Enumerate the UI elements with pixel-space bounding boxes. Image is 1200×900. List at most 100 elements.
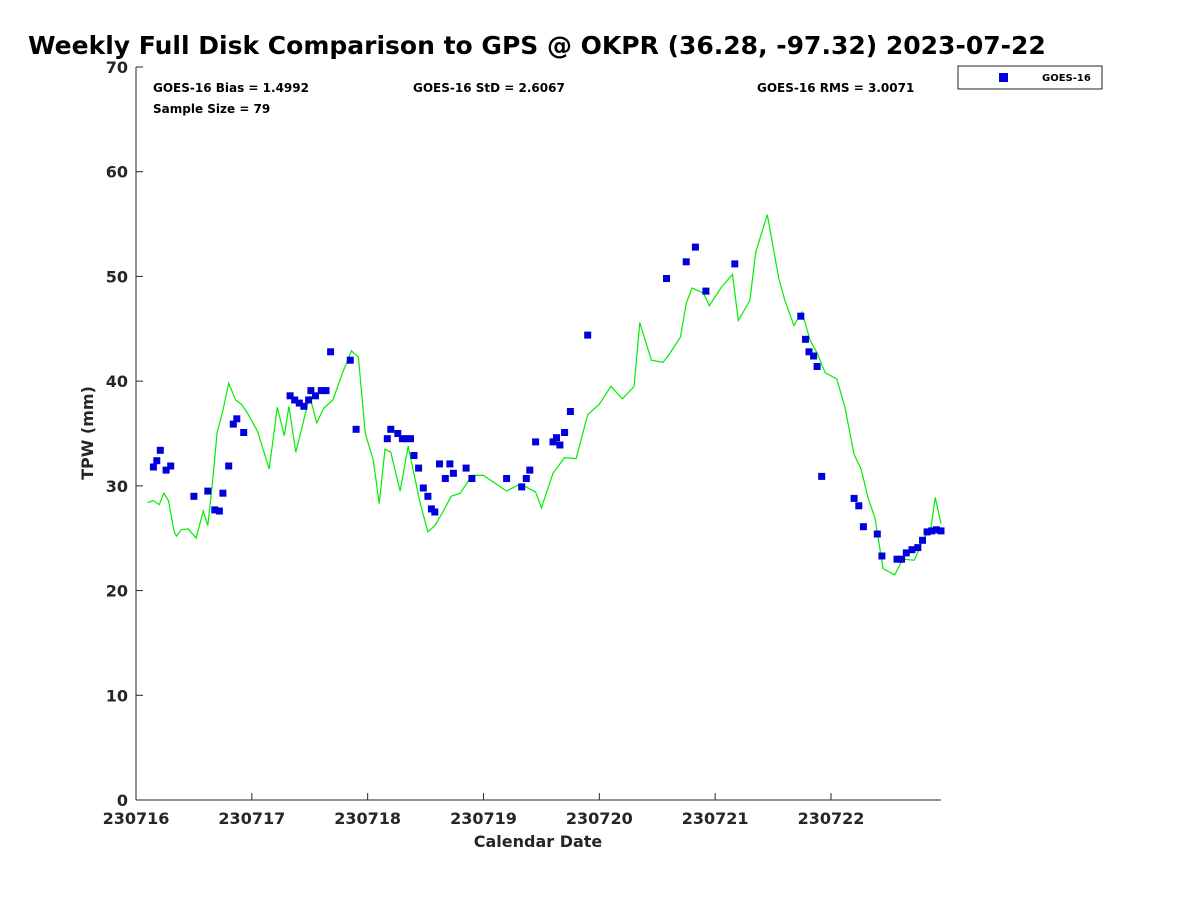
goes16-point [873, 530, 881, 538]
goes16-point [532, 438, 540, 446]
legend: GOES-16 [957, 65, 1103, 90]
chart-title: Weekly Full Disk Comparison to GPS @ OKP… [28, 31, 1046, 60]
y-tick-label: 50 [106, 267, 128, 286]
goes16-point [902, 549, 910, 557]
gps-series [147, 214, 942, 576]
y-tick-label: 70 [106, 58, 128, 77]
goes16-point [394, 430, 402, 437]
goes16-point [731, 260, 739, 268]
goes16-point [522, 475, 530, 482]
goes16-point [204, 487, 212, 495]
goes16-point [805, 348, 813, 356]
goes16-point [584, 331, 592, 339]
goes16-point [190, 492, 198, 500]
goes16-point [810, 352, 818, 360]
sample-size-stat: Sample Size = 79 [153, 102, 270, 116]
goes16-point [682, 258, 690, 266]
goes16-point [468, 475, 476, 482]
goes16-point [153, 457, 161, 465]
goes16-point [211, 506, 219, 514]
goes16-point [410, 452, 418, 459]
bias-stat: GOES-16 Bias = 1.4992 [153, 81, 309, 95]
goes16-point [561, 429, 569, 436]
goes16-point [919, 536, 926, 544]
goes16-point [352, 425, 360, 433]
goes16-point [441, 475, 449, 482]
legend-box [957, 65, 1103, 90]
x-axis-label: Calendar Date [474, 832, 603, 851]
goes16-point [233, 415, 241, 423]
goes16-point [462, 464, 470, 472]
goes16-point [556, 441, 564, 449]
goes16-point [225, 462, 233, 470]
goes16-point [317, 387, 325, 395]
goes16-point [383, 435, 391, 443]
rms-stat: GOES-16 RMS = 3.0071 [757, 81, 914, 95]
goes16-point [286, 392, 294, 400]
goes16-point [908, 546, 916, 554]
goes16-point [937, 527, 945, 535]
goes16-point [566, 408, 574, 415]
goes16-point [295, 399, 303, 407]
y-tick-label: 30 [106, 477, 128, 496]
x-tick-label: 230716 [103, 809, 170, 828]
goes16-point [387, 425, 395, 433]
goes16-point [156, 446, 164, 454]
x-tick-label: 230720 [566, 809, 633, 828]
goes16-point [893, 555, 901, 563]
goes16-point [415, 464, 423, 472]
goes16-point [215, 507, 223, 515]
goes16-point [240, 429, 248, 436]
goes16-point [305, 396, 313, 404]
x-tick-label: 230721 [682, 809, 749, 828]
y-axis-ticks: 0 10 20 30 40 50 60 70 [106, 58, 143, 810]
goes16-point [300, 402, 308, 410]
y-tick-label: 40 [106, 372, 128, 391]
goes16-point [518, 483, 526, 491]
x-axis-ticks: 230716 230717 230718 230719 230720 230721 2307… [103, 793, 865, 828]
goes16-point [419, 484, 427, 492]
goes16-point [219, 489, 227, 497]
goes16-point [322, 387, 330, 395]
goes16-point [855, 502, 863, 510]
x-tick-label: 230719 [450, 809, 517, 828]
std-stat: GOES-16 StD = 2.6067 [413, 81, 565, 95]
legend-label-goes16: GOES-16 [1042, 73, 1091, 84]
goes16-point [797, 312, 805, 320]
goes16-point [229, 420, 237, 428]
goes16-point [663, 275, 670, 282]
y-tick-label: 20 [106, 582, 128, 601]
goes16-point [162, 466, 170, 474]
goes16-point [932, 526, 940, 534]
goes16-point [526, 466, 534, 474]
goes16-point [167, 462, 175, 470]
goes16-point [878, 552, 886, 560]
y-tick-label: 0 [117, 791, 128, 810]
goes16-point [291, 396, 299, 404]
legend-marker-goes16 [999, 73, 1008, 82]
goes16-point [327, 348, 335, 356]
goes16-point [449, 469, 457, 477]
x-tick-label: 230722 [798, 809, 865, 828]
goes16-point [553, 434, 560, 442]
y-axis-label: TPW (mm) [78, 386, 97, 480]
goes16-point [424, 492, 432, 500]
goes16-point [923, 528, 931, 536]
goes16-point [312, 392, 319, 400]
goes16-point [818, 472, 826, 480]
goes16-point [928, 527, 936, 535]
goes16-point [850, 494, 858, 502]
goes16-point [549, 438, 557, 446]
goes16-point [859, 523, 867, 531]
goes16-point [149, 463, 157, 471]
goes16-point [813, 363, 821, 370]
goes16-point [431, 508, 439, 516]
goes16-point [691, 243, 699, 251]
goes16-point [402, 435, 410, 443]
goes16-point [898, 555, 906, 563]
goes16-point [446, 460, 454, 468]
plot-area [135, 67, 941, 801]
goes16-point [346, 356, 354, 364]
y-tick-label: 60 [106, 163, 128, 182]
goes16-point [914, 544, 922, 552]
